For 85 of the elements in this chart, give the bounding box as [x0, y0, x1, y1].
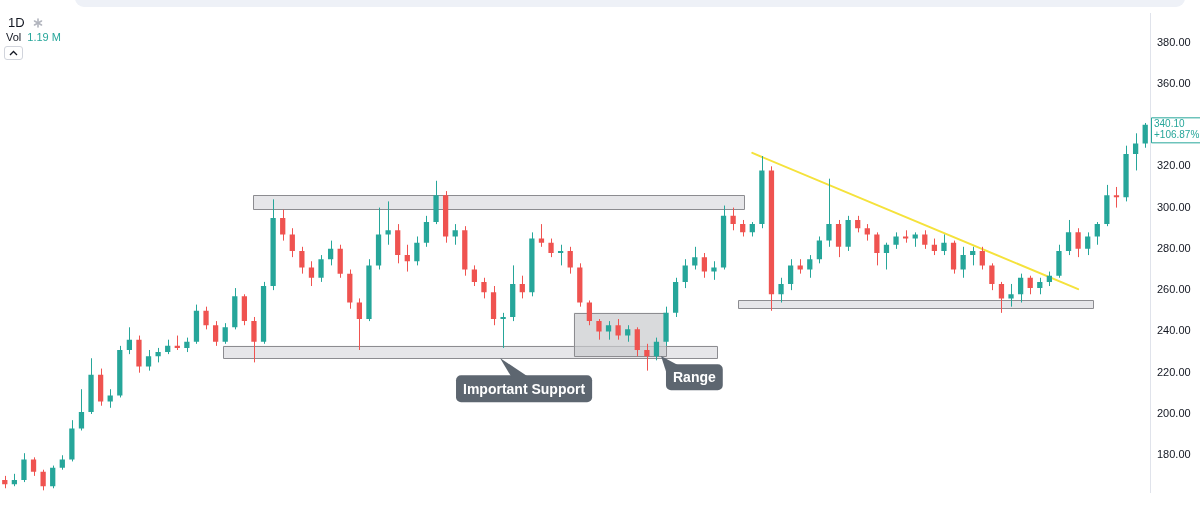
candlestick: [318, 254, 324, 283]
y-tick-label: 240.00: [1157, 324, 1191, 337]
candlestick: [289, 227, 295, 258]
candlestick: [538, 223, 545, 248]
candlestick: [452, 223, 458, 246]
candlestick: [548, 238, 554, 258]
candlestick: [644, 343, 650, 372]
y-tick-label: 320.00: [1157, 159, 1191, 172]
candlestick: [356, 297, 363, 351]
candlestick: [979, 246, 985, 271]
candlestick: [874, 231, 880, 266]
candlestick: [414, 235, 420, 266]
candlestick: [212, 320, 219, 347]
candlestick: [251, 316, 257, 363]
candlestick: [941, 233, 947, 256]
band-label: Important Support: [463, 380, 586, 397]
candlestick: [634, 326, 640, 357]
candlestick: [807, 254, 813, 279]
candlestick: [730, 207, 736, 231]
candlestick: [308, 260, 315, 287]
candlestick: [78, 388, 85, 431]
y-tick-label: 360.00: [1157, 76, 1191, 89]
text: 340.10 +106.87%: [1154, 118, 1200, 141]
candlestick: [653, 337, 660, 361]
y-tick-label: 180.00: [1157, 448, 1191, 461]
candlestick: [404, 244, 410, 273]
y-tick-label: 220.00: [1157, 365, 1191, 378]
candlestick: [970, 246, 976, 266]
candlestick: [787, 258, 794, 291]
candlestick: [883, 242, 890, 271]
candlestick: [519, 275, 525, 299]
candlestick: [1008, 283, 1014, 308]
candlestick: [567, 246, 573, 275]
candlestick: [1094, 221, 1100, 246]
candlestick: [701, 252, 708, 279]
candlestick: [960, 246, 966, 279]
candlestick: [40, 469, 46, 491]
candlestick: [471, 264, 478, 287]
candlestick: [50, 465, 56, 489]
candlestick: [327, 240, 334, 266]
candlestick: [557, 244, 564, 266]
chart-title: 1D: [8, 15, 25, 30]
candlestick: [1065, 219, 1072, 256]
candlestick: [385, 200, 391, 246]
candlestick: [222, 322, 228, 345]
y-tick-label: 300.00: [1157, 200, 1191, 213]
candlestick: [1075, 227, 1081, 258]
y-tick-label: 280.00: [1157, 241, 1191, 254]
candlestick: [692, 246, 698, 271]
candlestick: [30, 456, 37, 477]
candlestick: [596, 318, 602, 341]
candlestick: [586, 299, 593, 326]
y-tick-label: 260.00: [1157, 283, 1191, 296]
y-tick-label: 200.00: [1157, 407, 1191, 420]
candlestick: [711, 260, 717, 281]
candlestick: [826, 178, 832, 248]
candlestick: [481, 277, 487, 299]
candlestick: [1085, 231, 1091, 256]
candlestick: [1027, 275, 1033, 295]
candlestick: [615, 318, 621, 341]
candlestick: [1142, 122, 1148, 149]
candlestick: [500, 312, 506, 349]
candlestick: [299, 246, 305, 275]
candlestick: [145, 349, 152, 372]
candlestick: [280, 209, 286, 242]
candlestick: [1017, 273, 1024, 304]
candlestick: [203, 306, 209, 330]
annotation: Vol: [6, 31, 22, 44]
candlestick: [1132, 132, 1139, 171]
y-tick-label: 380.00: [1157, 35, 1191, 48]
candlestick: [107, 388, 113, 409]
candlestick: [1113, 186, 1120, 209]
candlestick: [989, 262, 995, 291]
candlestick: [126, 326, 133, 355]
candlestick: [998, 281, 1005, 314]
candlestick: [922, 229, 928, 250]
band-label: Range: [672, 369, 716, 386]
candlestick: [682, 258, 688, 289]
annotation: 1.19 M: [27, 31, 61, 44]
candlestick: [21, 452, 27, 483]
candlestick: [778, 277, 784, 304]
candlestick: [605, 320, 612, 341]
candlestick: [816, 235, 823, 264]
candlestick: [423, 215, 430, 248]
candlestick: [835, 219, 842, 258]
